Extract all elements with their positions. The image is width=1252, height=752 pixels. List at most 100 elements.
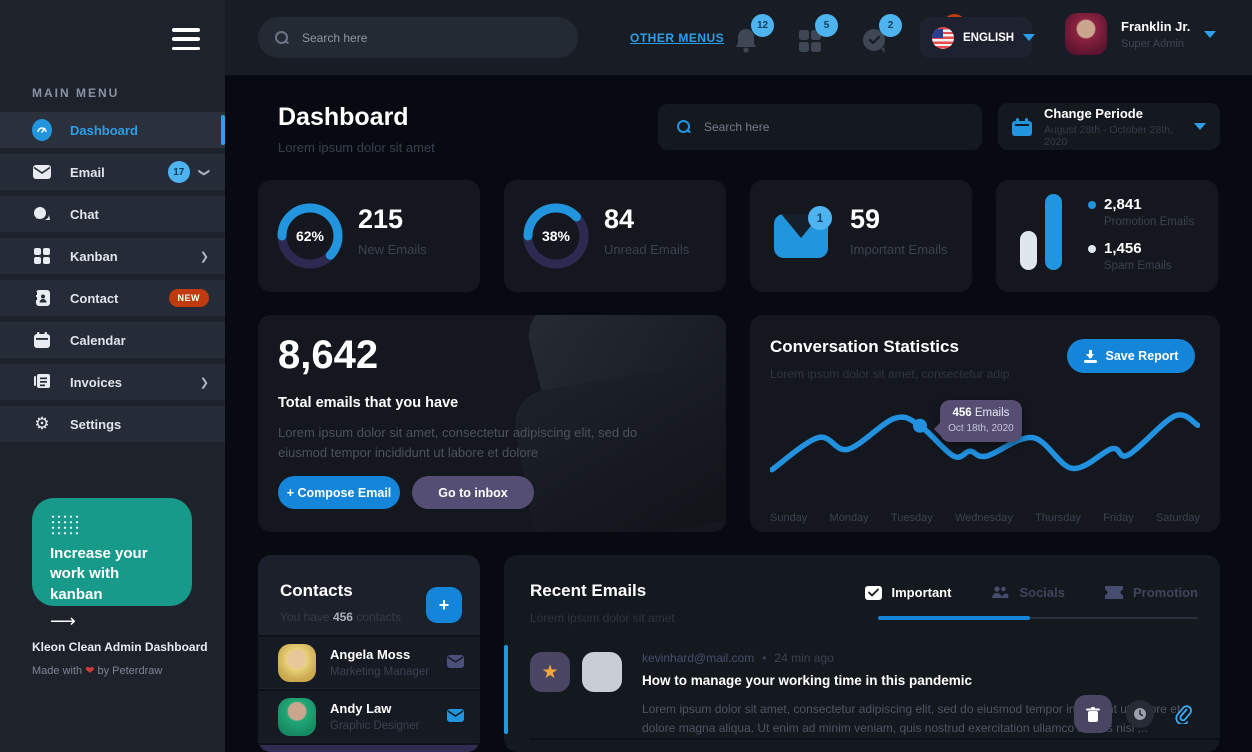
trash-icon [1086,706,1100,722]
recent-emails-subtitle: Lorem ipsum dolor sit amet [530,611,675,625]
sidebar-item-contact[interactable]: Contact NEW [0,280,225,316]
page-search-input[interactable] [704,120,964,134]
contact-row[interactable]: Angela Moss Marketing Manager [258,635,480,688]
chevron-down-icon [1204,30,1217,38]
calendar-icon [32,330,52,350]
alert-badge: 1 [808,206,832,230]
kanban-promo-card[interactable]: Increase your work with kanban ⟶ [32,498,192,631]
total-emails-card: 8,642 Total emails that you have Lorem i… [258,315,726,532]
app-title: Kleon Clean Admin Dashboard [32,640,208,654]
stat-card-important-emails: 1 59 Important Emails [750,180,972,292]
contact-avatar [278,644,316,682]
language-label: ENGLISH [963,31,1015,44]
bell-notification[interactable]: 12 [730,14,774,60]
bell-icon [734,27,758,58]
stat-label: Important Emails [850,242,948,257]
contact-role: Marketing Manager [330,666,430,678]
sidebar-item-invoices[interactable]: Invoices ❯ [0,364,225,400]
legend-value: 2,841 [1104,196,1142,213]
legend-label: Spam Emails [1104,260,1172,272]
sidebar-item-label: Calendar [70,332,126,348]
people-icon [992,586,1009,598]
sidebar: MAIN MENU Dashboard Email 17 ❯ Ch [0,0,225,752]
save-report-button[interactable]: Save Report [1067,339,1195,373]
contact-row[interactable]: Andy Law Graphic Designer [258,689,480,742]
sidebar-item-chat[interactable]: Chat [0,196,225,232]
send-email-icon[interactable] [447,655,464,673]
tab-socials[interactable]: Socials [991,585,1065,600]
active-email-indicator [504,645,508,734]
envelope-check-icon [864,585,882,600]
change-period-selector[interactable]: Change Periode August 28th - October 28t… [998,103,1220,150]
donut-chart: 62% [276,202,344,270]
chat-notification[interactable]: 2 [858,14,902,60]
invoices-icon [32,372,52,392]
go-to-inbox-button[interactable]: Go to inbox [412,476,534,509]
contact-avatar [278,698,316,736]
chevron-right-icon[interactable]: ❯ [199,376,209,389]
sidebar-footer: Kleon Clean Admin Dashboard Made with ❤ … [32,640,208,677]
stat-label: New Emails [358,242,427,257]
recent-emails-card: Recent Emails Lorem ipsum dolor sit amet… [504,555,1220,752]
topbar-search-input[interactable] [302,30,562,45]
chevron-down-icon[interactable]: ❯ [197,167,210,177]
sidebar-item-email[interactable]: Email 17 ❯ [0,154,225,190]
total-emails-title: Total emails that you have [278,395,459,411]
legend-value: 1,456 [1104,240,1142,257]
email-time: 24 min ago [774,651,834,665]
conversation-subtitle: Lorem ipsum dolor sit amet, consectetur … [770,367,1010,381]
paperclip-icon [1175,705,1192,724]
apps-notification[interactable]: 5 [794,14,838,60]
sidebar-item-settings[interactable]: ⚙ Settings [0,406,225,442]
stat-card-new-emails: 62% 215 New Emails [258,180,480,292]
email-tabs: Important Socials Promotion [864,585,1198,600]
total-emails-description: Lorem ipsum dolor sit amet, consectetur … [278,425,638,460]
stat-card-promo-spam: 2,841 Promotion Emails 1,456 Spam Emails [996,180,1218,292]
envelope-alert-icon: 1 [774,206,832,258]
add-contact-button[interactable]: + [426,587,462,623]
contacts-card: Contacts You have 456 contacts + Angela … [258,555,480,752]
snooze-button[interactable] [1126,700,1154,728]
dots-grid-icon [50,514,80,536]
user-name: Franklin Jr. [1121,18,1191,34]
us-flag-icon [932,26,954,49]
other-menus-link[interactable]: OTHER MENUS [630,31,725,45]
sender-avatar [582,652,622,692]
legend-dot [1088,244,1096,253]
sidebar-item-dashboard[interactable]: Dashboard [0,112,225,148]
page-search[interactable] [658,104,982,150]
contact-row[interactable] [258,743,480,752]
email-row[interactable]: ★ kevinhard@mail.com • 24 min ago How to m… [504,643,1220,740]
language-selector[interactable]: ENGLISH [920,17,1036,58]
contacts-title: Contacts [280,581,353,600]
email-row[interactable]: ☆ [504,744,1220,752]
notification-count-badge: 2 [879,14,902,37]
tab-important[interactable]: Important [864,585,951,600]
conversation-title: Conversation Statistics [770,337,959,356]
topbar-search[interactable] [258,17,578,58]
attachment-button[interactable] [1168,699,1198,729]
bar-legend: 2,841 Promotion Emails 1,456 Spam Emails [1088,196,1194,284]
sidebar-item-label: Invoices [70,374,123,390]
row-divider [530,738,1220,740]
hamburger-menu-icon[interactable] [172,28,200,50]
sidebar-item-kanban[interactable]: Kanban ❯ [0,238,225,274]
tab-promotion[interactable]: Promotion [1105,585,1198,600]
email-preview: Lorem ipsum dolor sit amet, consectetur … [642,702,1181,735]
send-email-icon[interactable] [447,709,464,727]
heart-icon: ❤ [85,665,95,677]
contact-icon [32,288,52,308]
trash-button[interactable] [1074,695,1112,733]
search-icon [274,30,290,46]
stat-value: 84 [604,204,635,234]
compose-email-button[interactable]: + Compose Email [278,476,400,509]
user-menu[interactable]: Franklin Jr. Super Admin [1065,13,1217,55]
sidebar-item-calendar[interactable]: Calendar [0,322,225,358]
chevron-right-icon[interactable]: ❯ [199,250,209,263]
star-icon[interactable]: ★ [530,652,570,692]
stat-card-unread-emails: 38% 84 Unread Emails [504,180,726,292]
email-actions [1074,695,1198,733]
notification-count-badge: 5 [815,14,838,37]
topbar: OTHER MENUS 12 5 2 [225,0,1252,75]
chart-tooltip: 456 Emails Oct 18th, 2020 [939,399,1022,442]
